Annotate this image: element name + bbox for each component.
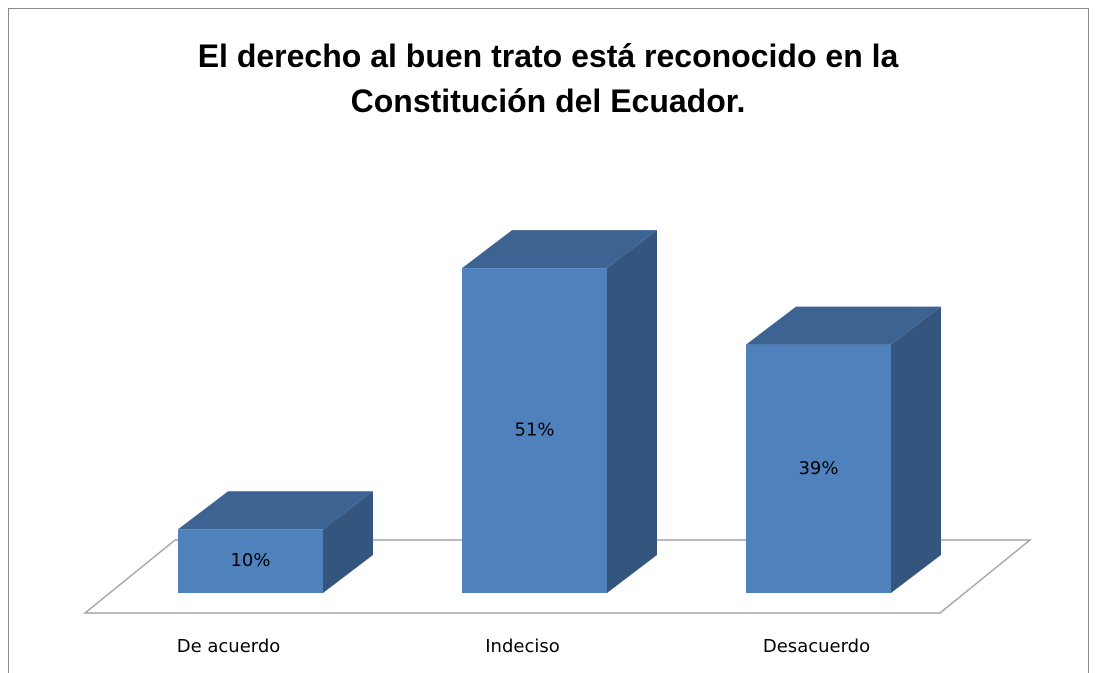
data-label: 39% bbox=[798, 458, 838, 479]
bar-side bbox=[891, 306, 941, 593]
bar-top bbox=[746, 306, 941, 345]
bar-side bbox=[323, 491, 373, 593]
bar-top bbox=[178, 491, 373, 530]
x-tick-label: De acuerdo bbox=[177, 636, 281, 657]
x-tick-label: Desacuerdo bbox=[763, 636, 870, 657]
chart-frame bbox=[8, 8, 1089, 673]
x-tick-label: Indeciso bbox=[485, 636, 560, 657]
chart-title: El derecho al buen trato está reconocido… bbox=[197, 38, 899, 119]
data-label: 51% bbox=[514, 420, 554, 441]
bar bbox=[178, 529, 323, 593]
data-label: 10% bbox=[230, 550, 270, 571]
bar bbox=[462, 268, 607, 593]
bar-side bbox=[607, 230, 657, 593]
floor bbox=[82, 539, 1033, 614]
bar-top bbox=[462, 230, 657, 269]
bar bbox=[746, 344, 891, 593]
